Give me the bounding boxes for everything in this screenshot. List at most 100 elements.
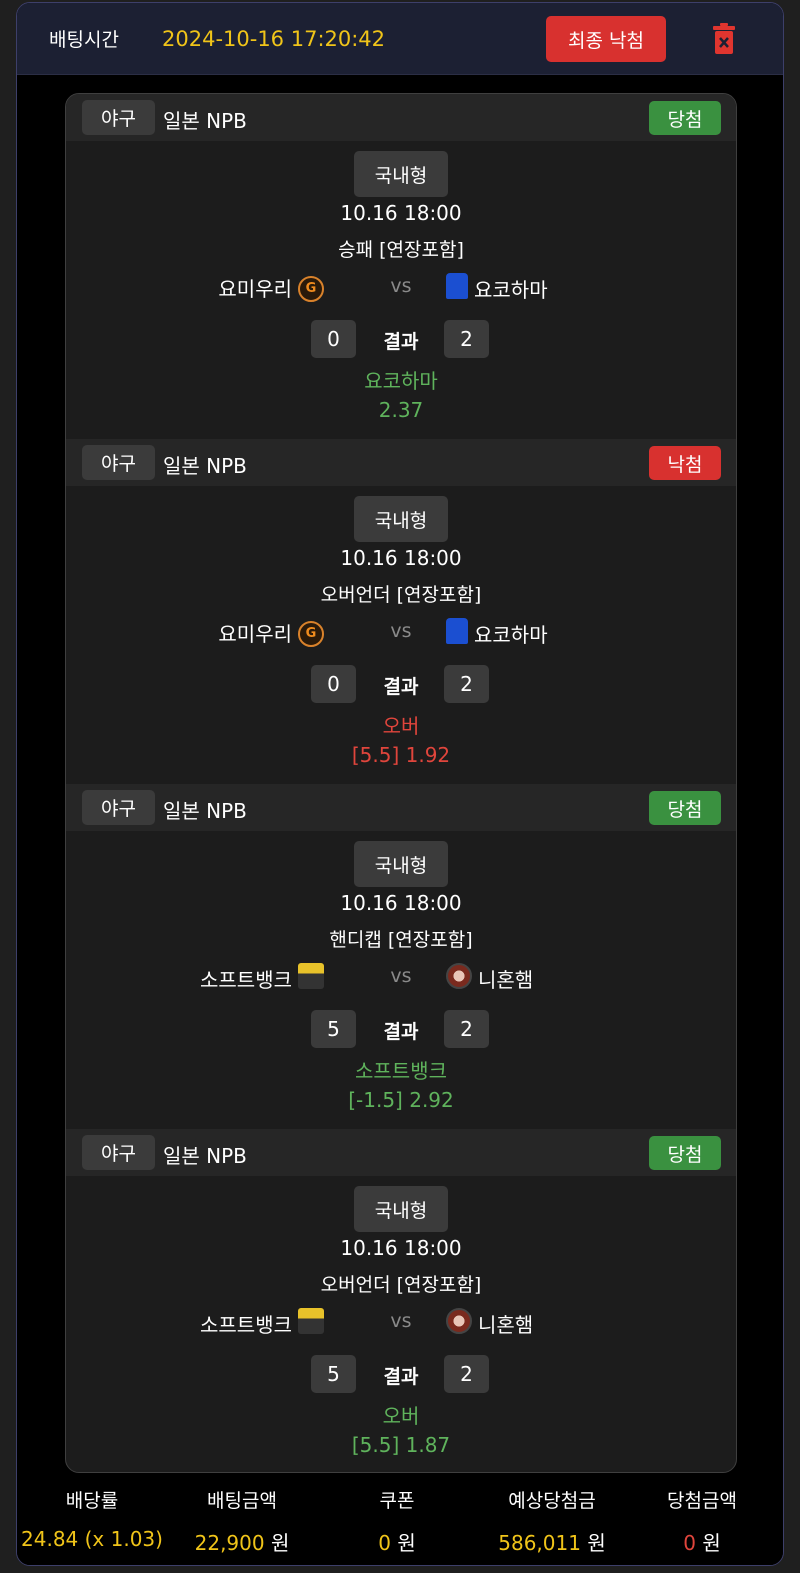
home-team-name: 요미우리: [218, 277, 292, 301]
home-team: 소프트뱅크: [200, 1308, 324, 1339]
bet-item-header: 야구 일본 NPB 당첨: [66, 1129, 736, 1176]
bet-item: 야구 일본 NPB 낙첨 국내형 10.16 18:00 오버언더 [연장포함]…: [66, 439, 736, 784]
final-result-button[interactable]: 최종 낙첨: [546, 16, 666, 62]
summary-item: 당첨금액 0 원: [627, 1486, 777, 1556]
summary-label: 배당률: [65, 1490, 119, 1512]
league-name: 일본 NPB: [163, 109, 247, 133]
bet-item-header: 야구 일본 NPB 당첨: [66, 94, 736, 141]
league-name: 일본 NPB: [163, 454, 247, 478]
summary-unit: 원: [587, 1531, 606, 1555]
away-team-name: 니혼햄: [478, 1313, 534, 1337]
bet-pick: 오버: [382, 714, 420, 738]
bet-item: 야구 일본 NPB 당첨 국내형 10.16 18:00 핸디캡 [연장포함] …: [66, 784, 736, 1129]
league-name: 일본 NPB: [163, 799, 247, 823]
bet-odds: [5.5] 1.92: [351, 743, 451, 767]
bet-type-badge: 국내형: [354, 151, 448, 197]
away-team-logo-icon: [446, 618, 468, 649]
summary-label: 쿠폰: [379, 1490, 415, 1512]
trash-icon[interactable]: [713, 23, 735, 54]
away-score: 2: [444, 1355, 489, 1393]
away-score: 2: [444, 320, 489, 358]
summary-label: 예상당첨금: [508, 1490, 596, 1512]
summary-item: 쿠폰 0 원: [317, 1486, 477, 1556]
match-datetime: 10.16 18:00: [340, 201, 462, 225]
bet-pick: 소프트뱅크: [355, 1059, 447, 1083]
away-team-name: 요코하마: [474, 623, 548, 647]
bet-type-badge: 국내형: [354, 496, 448, 542]
status-badge: 당첨: [649, 1136, 721, 1170]
summary-label: 배팅금액: [207, 1490, 277, 1512]
away-team: 요코하마: [446, 273, 548, 304]
home-score: 5: [311, 1355, 356, 1393]
bet-pick: 요코하마: [364, 369, 438, 393]
summary-item: 배팅금액 22,900 원: [167, 1486, 317, 1556]
home-team-logo-icon: G: [298, 618, 324, 647]
bet-type-badge: 국내형: [354, 841, 448, 887]
bet-content: 야구 일본 NPB 당첨 국내형 10.16 18:00 승패 [연장포함] 요…: [17, 76, 783, 1565]
summary-value: 24.84 (x 1.03): [21, 1527, 163, 1551]
bet-list: 야구 일본 NPB 당첨 국내형 10.16 18:00 승패 [연장포함] 요…: [65, 93, 737, 1473]
bet-item-header: 야구 일본 NPB 당첨: [66, 784, 736, 831]
summary-unit: 원: [270, 1531, 290, 1555]
bet-odds: [5.5] 1.87: [351, 1433, 451, 1457]
home-team: 요미우리 G: [218, 273, 324, 302]
summary-unit: 원: [702, 1531, 721, 1555]
home-score: 0: [311, 320, 356, 358]
away-team: 니혼햄: [446, 963, 533, 994]
result-label: 결과: [383, 1366, 419, 1388]
market-name: 오버언더 [연장포함]: [320, 584, 482, 606]
bet-time: 2024-10-16 17:20:42: [162, 26, 386, 51]
bet-item: 야구 일본 NPB 당첨 국내형 10.16 18:00 오버언더 [연장포함]…: [66, 1129, 736, 1472]
bet-item: 야구 일본 NPB 당첨 국내형 10.16 18:00 승패 [연장포함] 요…: [66, 94, 736, 439]
bet-summary: 배당률 24.84 (x 1.03) 배팅금액 22,900 원 쿠폰 0 원 …: [17, 1486, 783, 1556]
home-team-logo-icon: [298, 963, 324, 994]
home-team: 요미우리 G: [218, 618, 324, 647]
summary-value: 586,011: [498, 1531, 581, 1555]
summary-value: 0: [378, 1531, 391, 1555]
vs-label: vs: [390, 965, 412, 987]
home-team-logo-icon: [298, 1308, 324, 1339]
home-team-name: 요미우리: [218, 622, 292, 646]
home-score: 0: [311, 665, 356, 703]
vs-label: vs: [390, 275, 412, 297]
bet-odds: [-1.5] 2.92: [348, 1088, 454, 1112]
status-badge: 낙첨: [649, 446, 721, 480]
summary-item: 예상당첨금 586,011 원: [477, 1486, 627, 1556]
sport-badge: 야구: [82, 445, 155, 480]
away-team-logo-icon: [446, 273, 468, 304]
sport-badge: 야구: [82, 100, 155, 135]
bet-slip-header: 배팅시간 2024-10-16 17:20:42 최종 낙첨: [17, 3, 783, 75]
bet-slip-panel: 배팅시간 2024-10-16 17:20:42 최종 낙첨 야구 일본 NPB…: [16, 2, 784, 1566]
sport-badge: 야구: [82, 1135, 155, 1170]
summary-label: 당첨금액: [667, 1490, 737, 1512]
home-team: 소프트뱅크: [200, 963, 324, 994]
away-team-logo-icon: [446, 1308, 472, 1339]
away-team-name: 요코하마: [474, 278, 548, 302]
market-name: 핸디캡 [연장포함]: [329, 929, 473, 951]
bet-item-header: 야구 일본 NPB 낙첨: [66, 439, 736, 486]
bet-odds: 2.37: [378, 398, 424, 422]
summary-value: 0: [683, 1531, 696, 1555]
league-name: 일본 NPB: [163, 1144, 247, 1168]
status-badge: 당첨: [649, 101, 721, 135]
away-team: 니혼햄: [446, 1308, 533, 1339]
home-team-name: 소프트뱅크: [200, 1313, 292, 1337]
result-label: 결과: [383, 1021, 419, 1043]
market-name: 승패 [연장포함]: [338, 239, 464, 261]
away-team: 요코하마: [446, 618, 548, 649]
home-team-name: 소프트뱅크: [200, 968, 292, 992]
status-badge: 당첨: [649, 791, 721, 825]
bet-time-label: 배팅시간: [49, 29, 119, 51]
summary-unit: 원: [397, 1531, 416, 1555]
vs-label: vs: [390, 1310, 412, 1332]
vs-label: vs: [390, 620, 412, 642]
summary-value: 22,900: [194, 1531, 265, 1555]
match-datetime: 10.16 18:00: [340, 1236, 462, 1260]
summary-item: 배당률 24.84 (x 1.03): [17, 1486, 167, 1556]
away-score: 2: [444, 665, 489, 703]
match-datetime: 10.16 18:00: [340, 891, 462, 915]
bet-type-badge: 국내형: [354, 1186, 448, 1232]
away-score: 2: [444, 1010, 489, 1048]
match-datetime: 10.16 18:00: [340, 546, 462, 570]
away-team-logo-icon: [446, 963, 472, 994]
